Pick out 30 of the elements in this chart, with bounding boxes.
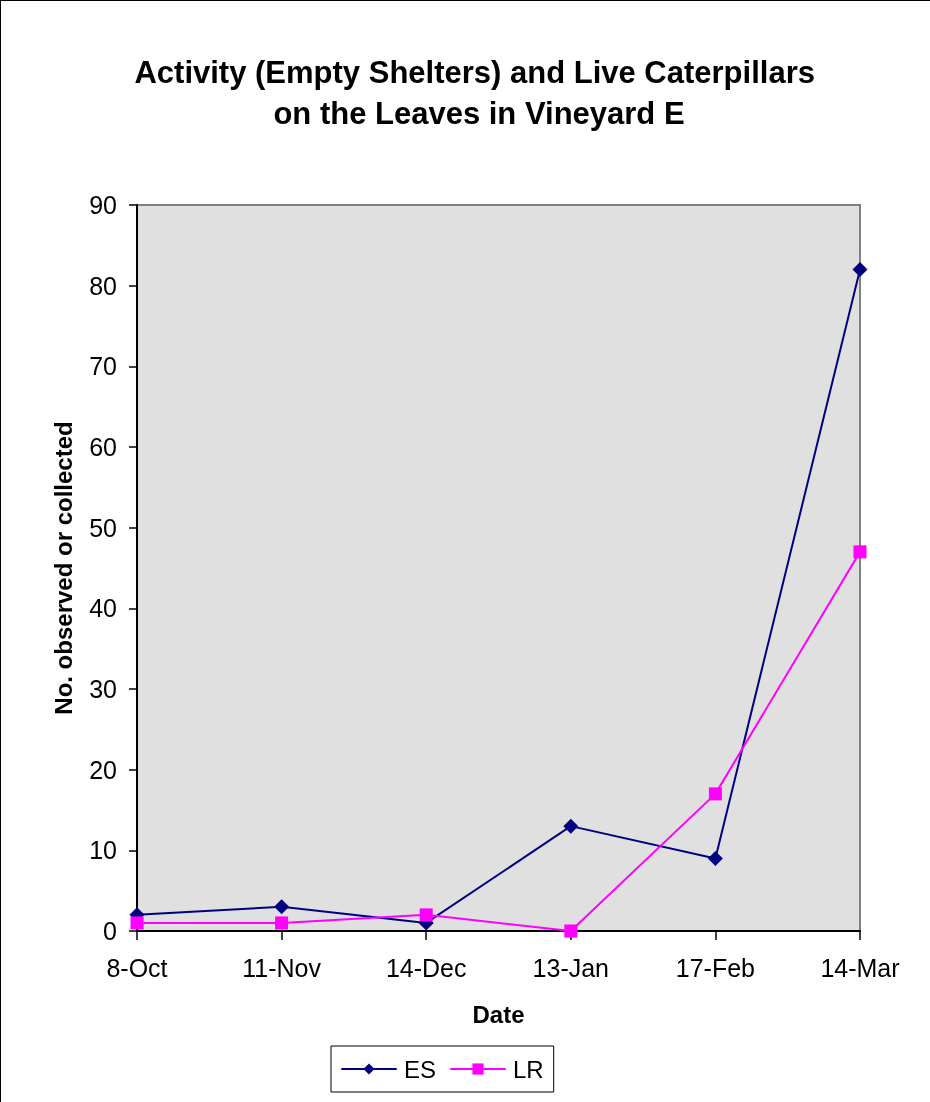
x-tick-label: 14-Dec [385,953,467,982]
point [853,545,867,559]
x-tick-label: 13-Jan [532,953,610,982]
point [564,924,578,938]
point [419,908,433,922]
point [274,899,290,915]
y-tick-label: 40 [89,594,117,623]
x-tick-label: 8-Oct [106,953,168,982]
y-tick-label: 20 [89,755,117,784]
x-tick-label: 17-Feb [675,953,756,982]
x-tick-label: 14-Mar [820,953,900,982]
legend-label: LR [513,1055,544,1083]
y-tick-label: 50 [89,513,117,542]
chart-title: Activity (Empty Shelters) and Live Caterpillars on the Leaves in Vineyard E [134,55,824,131]
point [852,262,868,278]
point [708,787,722,801]
y-tick-label: 90 [89,191,117,219]
y-tick-label: 30 [89,675,117,703]
y-tick-label: 80 [89,271,117,300]
point [707,850,723,866]
point [563,818,579,834]
y-tick-label: 70 [89,352,117,381]
y-tick-label: 60 [89,433,117,461]
x-axis-title: Date [472,1000,525,1028]
legend-label: ES [404,1055,437,1083]
y-tick-label: 10 [89,836,117,865]
point [275,916,289,930]
x-tick-label: 11-Nov [242,953,322,982]
y-axis-title: No. observed or collected [49,421,77,715]
y-tick-label: 0 [103,917,117,945]
